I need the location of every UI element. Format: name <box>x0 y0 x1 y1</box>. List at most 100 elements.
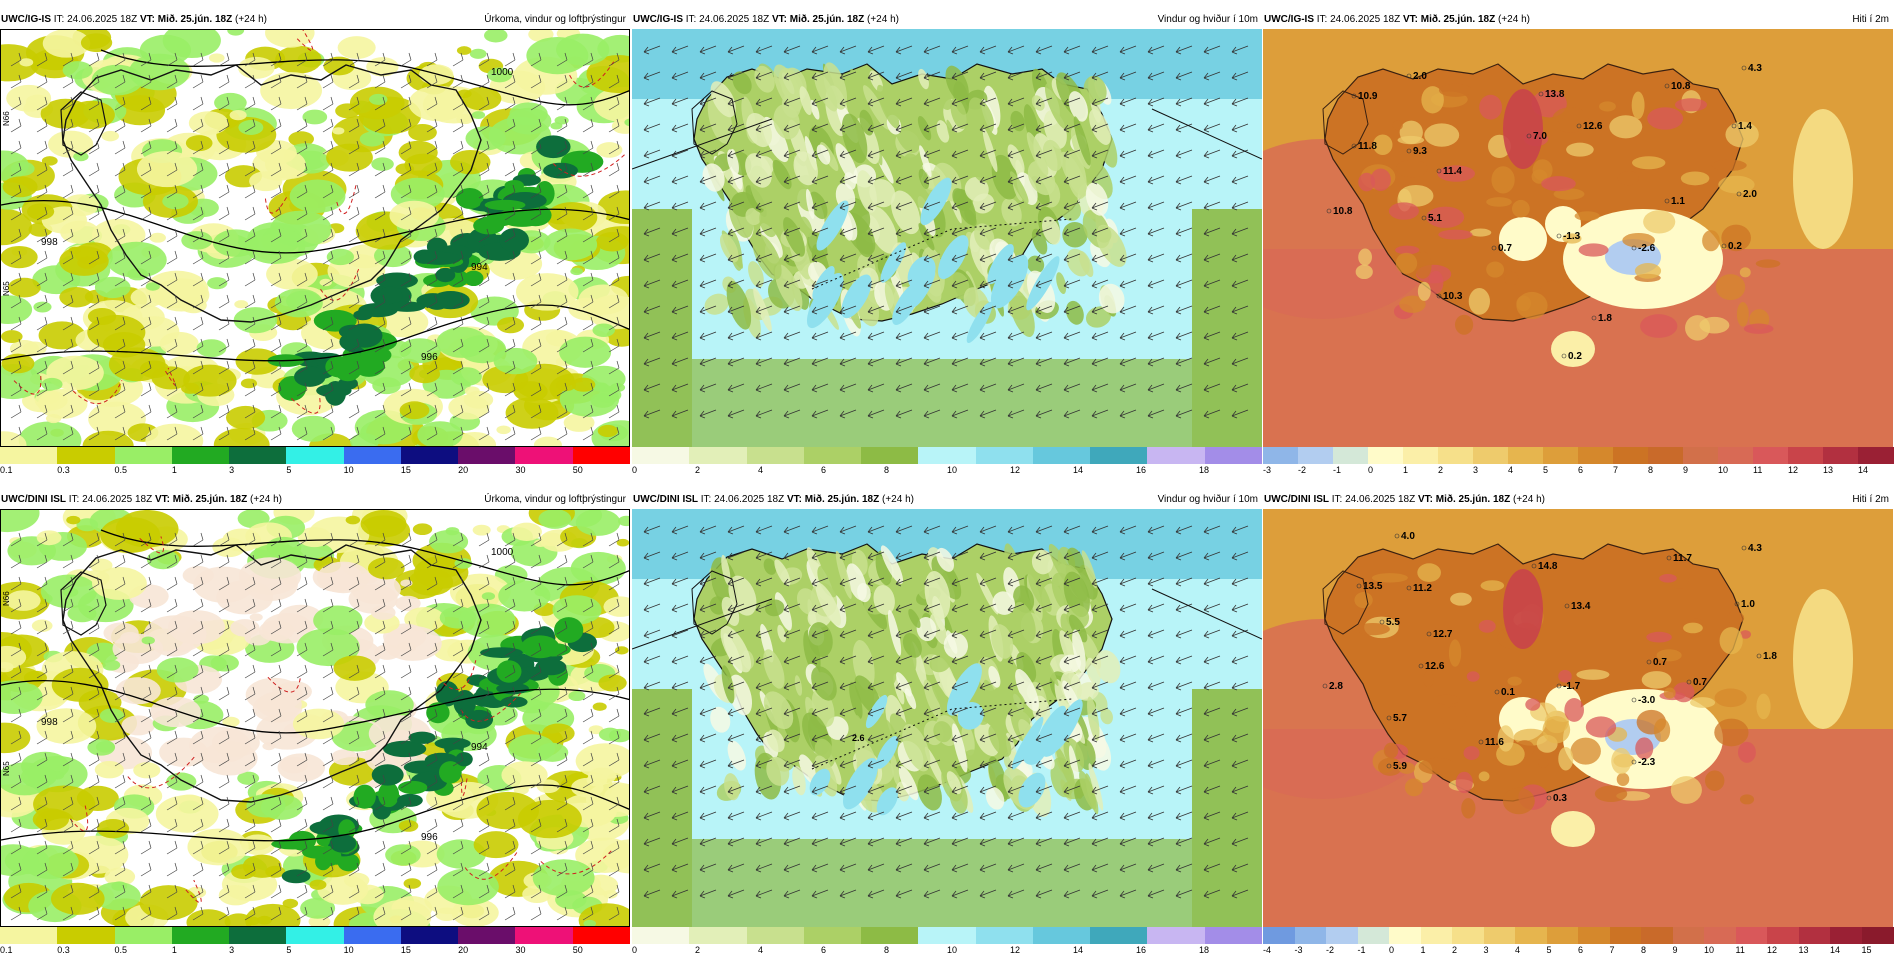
colorbar-swatch <box>1641 927 1673 944</box>
temperature-label: 1.1 <box>1671 196 1685 207</box>
colorbar-swatch <box>114 927 173 944</box>
colorbar-tick: 18 <box>1199 945 1210 955</box>
temperature-label: 1.8 <box>1598 313 1612 324</box>
grid-label: N65 <box>2 281 11 296</box>
model-label: UWC/IG-IS <box>1 14 51 25</box>
colorbar-tick: 13 <box>1823 465 1834 475</box>
colorbar-tick: 5 <box>1543 465 1549 475</box>
colorbar-tick: 1 <box>1420 945 1426 955</box>
colorbar-swatch <box>1326 927 1358 944</box>
colorbar-tick: 2 <box>1452 945 1458 955</box>
colorbar-tick: 12 <box>1788 465 1799 475</box>
colorbar-tick: -3 <box>1294 945 1303 955</box>
colorbar-tick: 20 <box>458 945 469 955</box>
colorbar-tick: 8 <box>884 465 890 475</box>
temperature-label: 5.1 <box>1428 213 1442 224</box>
colorbar-tick: 11 <box>1735 945 1745 955</box>
colorbar-swatch <box>572 927 631 944</box>
colorbar-tick: 5 <box>286 465 292 475</box>
colorbar-tick: 0 <box>1368 465 1374 475</box>
colorbar-swatch <box>515 447 574 464</box>
colorbar-tick: 10 <box>1718 465 1729 475</box>
colorbar-swatch <box>1735 927 1768 944</box>
isobar-label: 998 <box>41 237 58 248</box>
colorbar-tick: 15 <box>400 465 411 475</box>
colorbar-swatch <box>1357 927 1390 944</box>
colorbar-swatch <box>1861 927 1894 944</box>
value-label: 2.6 <box>852 733 865 743</box>
temperature-label: 10.9 <box>1358 91 1378 102</box>
panel-wind-dini: UWC/DINI ISL IT: 24.06.2025 18Z VT: Mið.… <box>632 492 1263 955</box>
panel-temp-igis: UWC/IG-IS IT: 24.06.2025 18Z VT: Mið. 25… <box>1263 12 1894 475</box>
colorbar-swatch <box>229 927 287 944</box>
colorbar-tick: 5 <box>1546 945 1552 955</box>
panel-header: UWC/IG-IS IT: 24.06.2025 18Z VT: Mið. 25… <box>0 12 630 28</box>
temperature-label: 0.1 <box>1501 687 1515 698</box>
colorbar-tick: 8 <box>1641 945 1647 955</box>
colorbar-swatch <box>286 447 345 464</box>
colorbar-tick: 7 <box>1613 465 1619 475</box>
colorbar-swatch <box>1032 447 1091 464</box>
colorbar-tick: 0 <box>632 465 638 475</box>
colorbar-swatch <box>1753 447 1789 464</box>
temperature-label: 12.6 <box>1583 121 1603 132</box>
colorbar-tick: 6 <box>821 945 827 955</box>
colorbar-tick: 3 <box>1483 945 1489 955</box>
colorbar-tick: 4 <box>1508 465 1514 475</box>
colorbar-swatch <box>1294 927 1327 944</box>
colorbar-swatch <box>1204 927 1263 944</box>
colorbar-swatch <box>1263 447 1299 464</box>
grid-label: N66 <box>2 591 11 606</box>
colorbar-tick: 6 <box>1578 465 1584 475</box>
temperature-label: 1.0 <box>1741 599 1755 610</box>
colorbar-swatch <box>1767 927 1799 944</box>
colorbar-swatch <box>1704 927 1736 944</box>
colorbar-tick: 20 <box>458 465 469 475</box>
temperature-label: 7.0 <box>1533 131 1547 142</box>
colorbar-tick: 10 <box>1704 945 1715 955</box>
colorbar-swatch <box>689 447 748 464</box>
colorbar-swatch <box>1473 447 1509 464</box>
colorbar-swatch <box>746 447 805 464</box>
temperature-label: -2.6 <box>1638 243 1656 254</box>
colorbar-swatch <box>861 927 919 944</box>
colorbar-swatch <box>632 927 690 944</box>
colorbar-swatch <box>918 447 977 464</box>
colorbar-swatch <box>572 447 631 464</box>
colorbar-tick: 30 <box>515 465 526 475</box>
colorbar-swatch <box>1438 447 1474 464</box>
colorbar-swatch <box>458 927 516 944</box>
colorbar-swatch <box>1452 927 1484 944</box>
temperature-label: -1.7 <box>1563 681 1581 692</box>
panel-header: UWC/DINI ISL IT: 24.06.2025 18Z VT: Mið.… <box>632 492 1262 508</box>
colorbar-swatch <box>1508 447 1544 464</box>
panel-precip-igis: UWC/IG-IS IT: 24.06.2025 18Z VT: Mið. 25… <box>0 12 631 475</box>
colorbar-tick: 11 <box>1753 465 1763 475</box>
colorbar-tick: 3 <box>1473 465 1479 475</box>
colorbar-swatch <box>861 447 919 464</box>
colorbar-tick: 10 <box>343 945 354 955</box>
temperature-label: 10.3 <box>1443 291 1463 302</box>
temperature-label: 11.4 <box>1443 166 1462 177</box>
temperature-label: 13.5 <box>1363 581 1383 592</box>
grid-label: N66 <box>2 111 11 126</box>
temperature-label: -3.0 <box>1638 695 1656 706</box>
colorbar-swatch <box>171 447 230 464</box>
isobar-label: 998 <box>41 717 58 728</box>
map-wind: 2.6 <box>632 509 1262 927</box>
temperature-label: 0.2 <box>1568 351 1582 362</box>
temperature-label: 13.4 <box>1571 601 1591 612</box>
colorbar-swatch <box>458 447 516 464</box>
colorbar-tick: -3 <box>1263 465 1272 475</box>
panel-header: UWC/IG-IS IT: 24.06.2025 18Z VT: Mið. 25… <box>1263 12 1893 28</box>
colorbar-tick: 4 <box>1515 945 1521 955</box>
temperature-label: 11.7 <box>1673 553 1692 564</box>
colorbar-swatch <box>400 927 459 944</box>
colorbar-tick: 14 <box>1073 465 1084 475</box>
colorbar-tick: 9 <box>1683 465 1689 475</box>
colorbar-tick: 7 <box>1609 945 1615 955</box>
colorbar-tick: 18 <box>1199 465 1210 475</box>
colorbar-tick: -1 <box>1357 945 1366 955</box>
colorbar-swatch <box>1672 927 1705 944</box>
panel-header: UWC/DINI ISL IT: 24.06.2025 18Z VT: Mið.… <box>1263 492 1893 508</box>
